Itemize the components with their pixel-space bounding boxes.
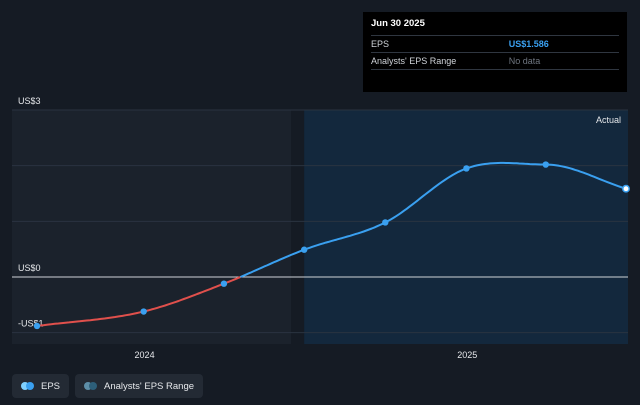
eps-data-point [542,161,549,168]
legend-eps-label: EPS [41,380,61,392]
x-axis-ticks: 2024 2025 [135,350,478,360]
y-axis-ticks: US$3 US$0 -US$1 [18,96,44,329]
x-tick-label: 2024 [135,350,155,360]
eps-series-points [33,161,630,330]
legend-range-button[interactable]: Analysts' EPS Range [75,374,204,398]
tooltip-range-label: Analysts' EPS Range [371,56,457,66]
eps-data-point [140,308,147,315]
legend-eps-button[interactable]: EPS [12,374,70,398]
chart-legend: EPS Analysts' EPS Range [12,374,204,398]
y-tick-label: -US$1 [18,319,44,329]
grid-lines [12,109,628,334]
tooltip-range-value: No data [508,56,541,66]
hover-tooltip: Jun 30 2025 EPS US$1.586 Analysts' EPS R… [363,12,627,92]
eps-line-negative [36,276,241,327]
legend-range-label: Analysts' EPS Range [104,380,195,392]
range-legend-icon [84,382,98,390]
past-region [12,110,291,344]
x-tick-label: 2025 [457,350,477,360]
eps-legend-icon [21,382,35,390]
tooltip-range-row: Analysts' EPS Range No data [371,52,619,69]
eps-data-point [463,165,470,172]
tooltip-date: Jun 30 2025 [371,18,425,29]
y-tick-label: US$3 [18,96,41,106]
eps-data-point [33,322,41,330]
y-tick-label: US$0 [18,263,41,273]
eps-data-point [300,246,308,253]
actual-region-label: Actual [596,115,621,125]
eps-data-point [220,280,228,287]
tooltip-eps-row: EPS US$1.586 [371,35,619,52]
eps-data-point [382,219,389,226]
eps-data-point [622,184,630,193]
tooltip-eps-label: EPS [371,39,390,49]
tooltip-eps-value: US$1.586 [508,39,549,49]
tooltip-divider [371,69,619,70]
actual-region [304,110,628,344]
